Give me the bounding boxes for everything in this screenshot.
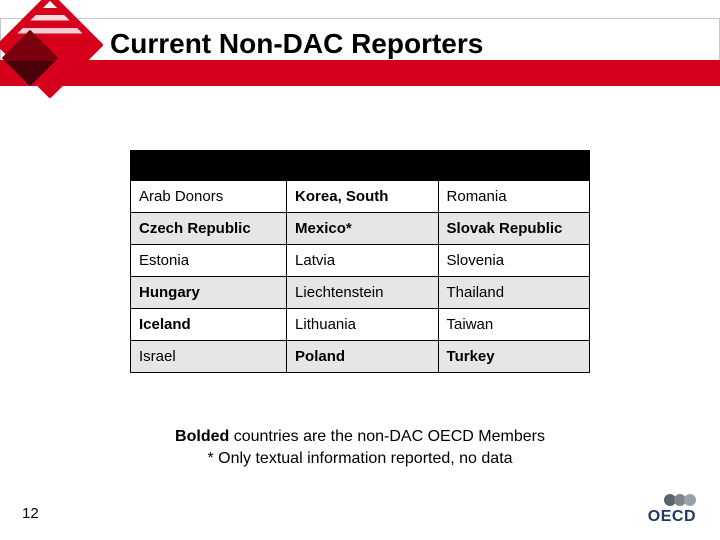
- reporters-table: Arab Donors Korea, South Romania Czech R…: [130, 150, 590, 373]
- table-cell: Mexico*: [287, 213, 438, 245]
- slide: Current Non-DAC Reporters Arab Donors Ko…: [0, 0, 720, 540]
- footnote-line1-rest: countries are the non-DAC OECD Members: [229, 428, 545, 445]
- table-header-cell: [131, 151, 287, 181]
- table-header-cell: [287, 151, 438, 181]
- table-cell: Poland: [287, 341, 438, 373]
- table-cell: Lithuania: [287, 309, 438, 341]
- table-row: Arab Donors Korea, South Romania: [131, 181, 590, 213]
- table-cell: Slovak Republic: [438, 213, 589, 245]
- table-cell: Thailand: [438, 277, 589, 309]
- table-row: Hungary Liechtenstein Thailand: [131, 277, 590, 309]
- table-row: Czech Republic Mexico* Slovak Republic: [131, 213, 590, 245]
- table-cell: Israel: [131, 341, 287, 373]
- table-cell: Czech Republic: [131, 213, 287, 245]
- table-header-row: [131, 151, 590, 181]
- table-cell: Slovenia: [438, 245, 589, 277]
- table-cell: Liechtenstein: [287, 277, 438, 309]
- table-cell: Latvia: [287, 245, 438, 277]
- ring-icon: [684, 494, 696, 506]
- table-cell: Iceland: [131, 309, 287, 341]
- table-cell: Hungary: [131, 277, 287, 309]
- table-cell: Turkey: [438, 341, 589, 373]
- oecd-logo: OECD: [648, 494, 696, 526]
- footnote: Bolded countries are the non-DAC OECD Me…: [0, 426, 720, 469]
- slide-title: Current Non-DAC Reporters: [110, 28, 483, 60]
- table-row: Estonia Latvia Slovenia: [131, 245, 590, 277]
- reporters-table-wrap: Arab Donors Korea, South Romania Czech R…: [130, 150, 590, 373]
- oecd-wordmark: OECD: [648, 508, 696, 526]
- footnote-line2: * Only textual information reported, no …: [207, 450, 512, 467]
- red-band: [0, 60, 720, 86]
- table-cell: Arab Donors: [131, 181, 287, 213]
- table-cell: Estonia: [131, 245, 287, 277]
- table-cell: Romania: [438, 181, 589, 213]
- table-header-cell: [438, 151, 589, 181]
- table-row: Israel Poland Turkey: [131, 341, 590, 373]
- table-cell: Taiwan: [438, 309, 589, 341]
- page-number: 12: [22, 505, 39, 522]
- oecd-rings-icon: [648, 494, 696, 506]
- table-cell: Korea, South: [287, 181, 438, 213]
- footnote-bold-word: Bolded: [175, 428, 229, 445]
- table-row: Iceland Lithuania Taiwan: [131, 309, 590, 341]
